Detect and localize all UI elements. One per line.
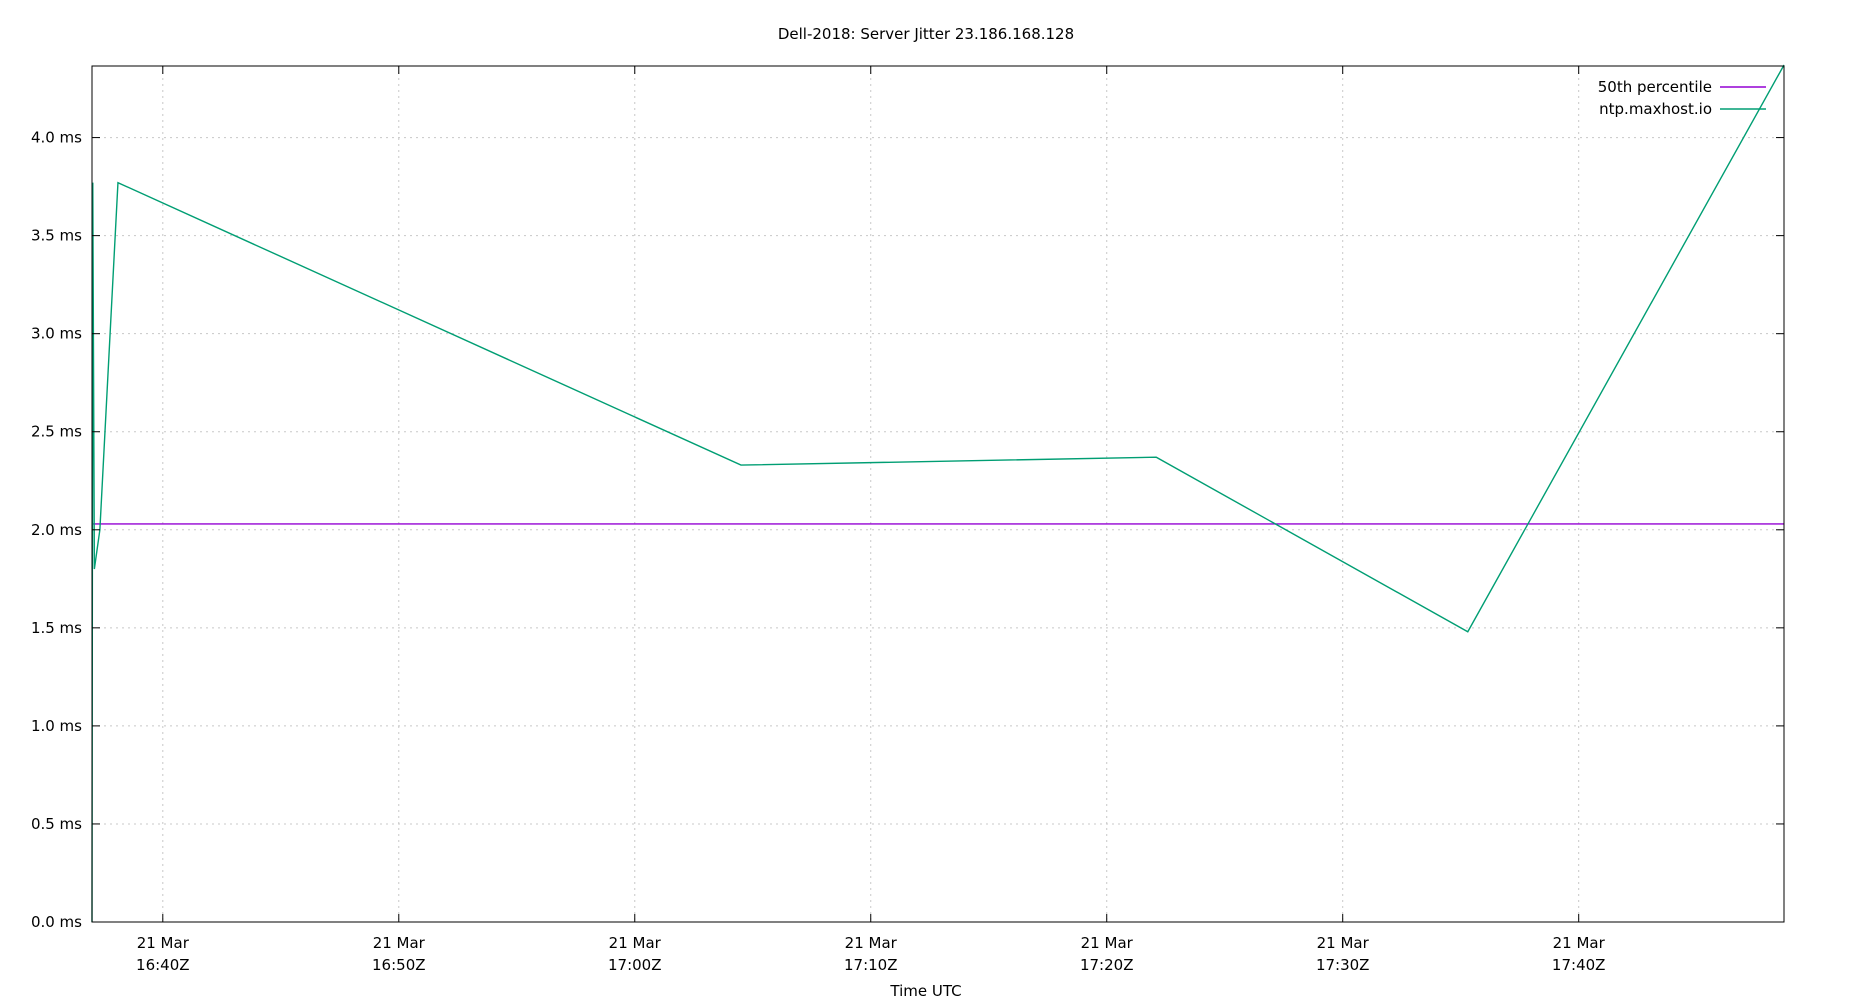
y-tick-label: 1.0 ms	[31, 717, 82, 735]
y-tick-label: 4.0 ms	[31, 129, 82, 147]
y-axis: 0.0 ms 0.5 ms 1.0 ms 1.5 ms 2.0 ms 2.5 ms 3.0 …	[31, 129, 1784, 931]
grid-lines	[92, 66, 1784, 922]
x-tick-label-date: 21 Mar	[1081, 934, 1134, 952]
x-tick-label-time: 17:30Z	[1316, 956, 1370, 974]
x-tick-label-date: 21 Mar	[137, 934, 190, 952]
y-tick-label: 2.0 ms	[31, 521, 82, 539]
x-tick-label-time: 16:50Z	[372, 956, 426, 974]
y-tick-label: 0.5 ms	[31, 815, 82, 833]
series-line-1	[91, 64, 1785, 923]
legend: 50th percentile ntp.maxhost.io	[1598, 78, 1766, 118]
legend-label: 50th percentile	[1598, 78, 1712, 96]
x-axis-label: Time UTC	[889, 982, 961, 1000]
x-tick-label-time: 17:10Z	[844, 956, 898, 974]
x-tick-label-date: 21 Mar	[845, 934, 898, 952]
y-tick-label: 3.5 ms	[31, 227, 82, 245]
x-tick-label-time: 16:40Z	[136, 956, 190, 974]
x-axis: 21 Mar 16:40Z 21 Mar 16:50Z 21 Mar 17:00Z 21 M…	[136, 66, 1606, 974]
x-tick-label-date: 21 Mar	[1553, 934, 1606, 952]
x-tick-label-date: 21 Mar	[609, 934, 662, 952]
series-layer	[91, 64, 1785, 923]
y-tick-label: 0.0 ms	[31, 913, 82, 931]
x-tick-label-time: 17:00Z	[608, 956, 662, 974]
y-tick-label: 3.0 ms	[31, 325, 82, 343]
chart-title: Dell-2018: Server Jitter 23.186.168.128	[778, 25, 1074, 43]
x-tick-label-time: 17:40Z	[1552, 956, 1606, 974]
x-tick-label-date: 21 Mar	[373, 934, 426, 952]
plot-border	[91, 65, 1785, 923]
legend-label: ntp.maxhost.io	[1599, 100, 1712, 118]
x-tick-label-date: 21 Mar	[1317, 934, 1370, 952]
x-tick-label-time: 17:20Z	[1080, 956, 1134, 974]
y-tick-label: 2.5 ms	[31, 423, 82, 441]
y-tick-label: 1.5 ms	[31, 619, 82, 637]
